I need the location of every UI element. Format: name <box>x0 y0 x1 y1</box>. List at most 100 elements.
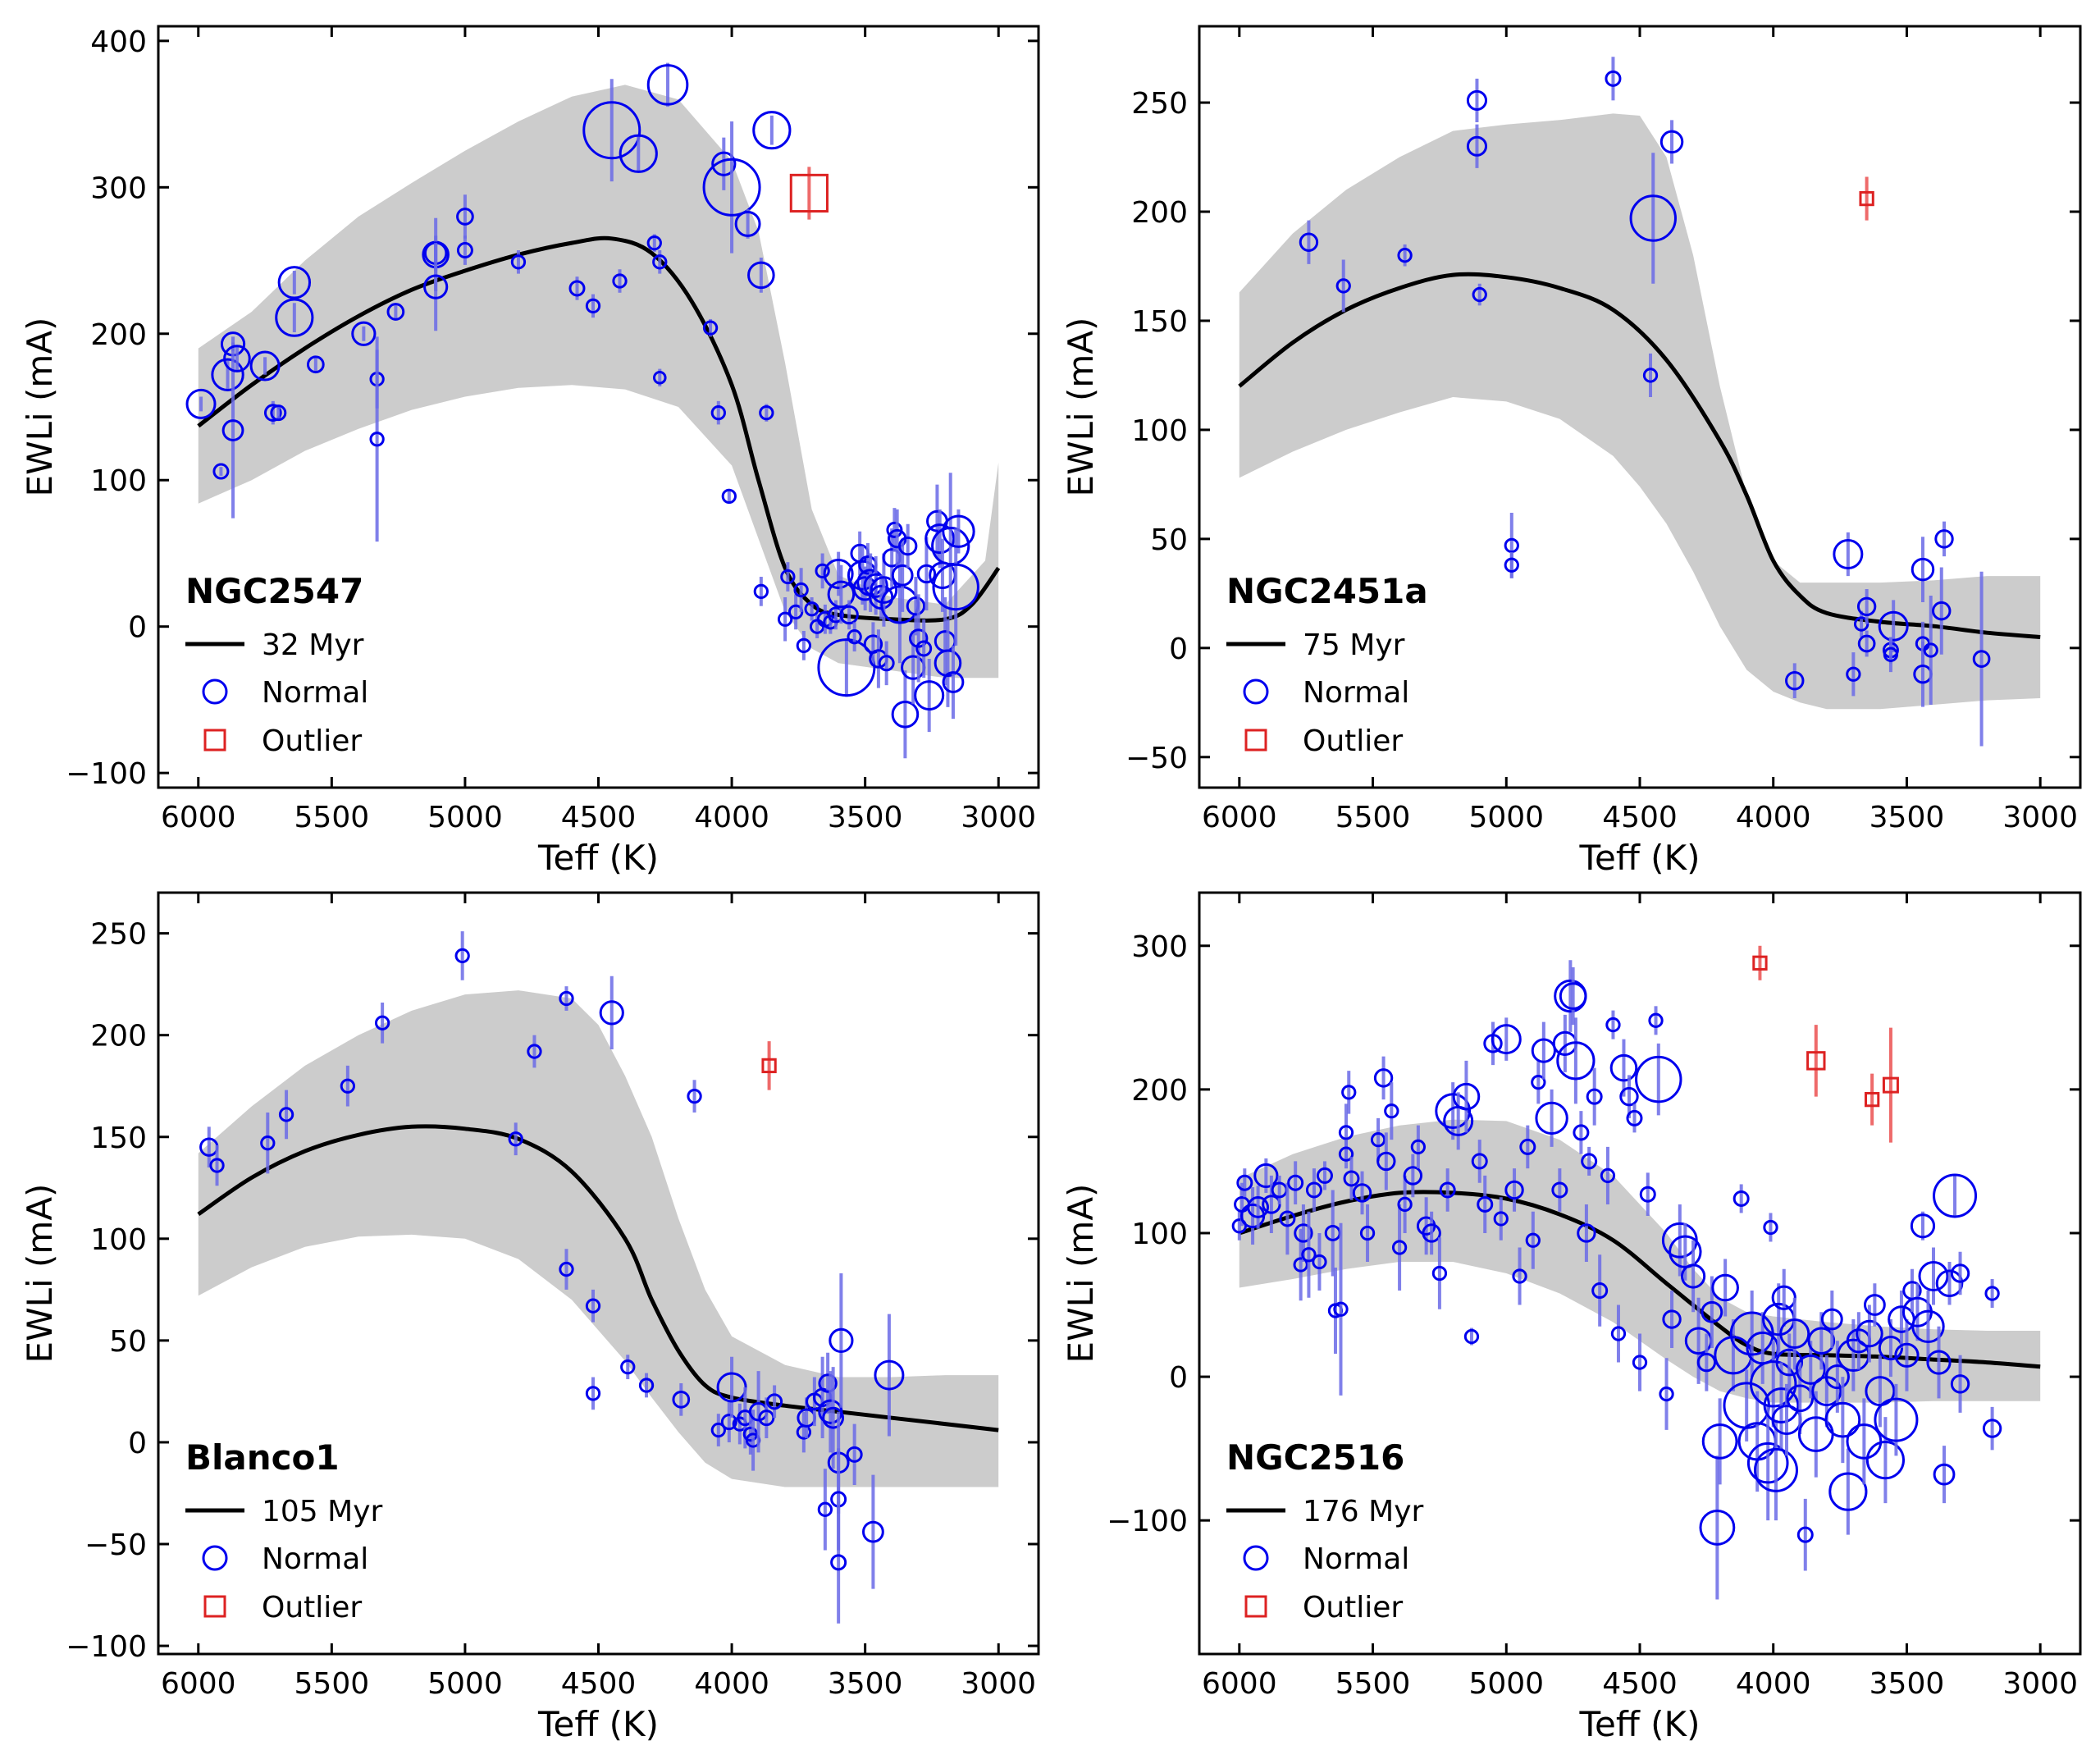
normal-point <box>1750 1360 1797 1408</box>
normal-point <box>585 298 601 314</box>
x-axis-label: Teff (K) <box>537 838 659 878</box>
normal-point <box>456 208 474 226</box>
y-tick-label: 0 <box>1169 633 1188 666</box>
x-tick-label: 4500 <box>1602 1667 1678 1701</box>
normal-point <box>1864 1294 1886 1316</box>
x-tick-label: 3500 <box>1869 1667 1945 1701</box>
scatter-points <box>199 931 905 1624</box>
normal-point <box>1857 634 1876 653</box>
normal-point <box>1477 1195 1494 1213</box>
normal-point <box>847 629 862 645</box>
normal-point <box>1856 1319 1883 1348</box>
normal-point <box>1910 1213 1936 1239</box>
legend-normal-marker <box>1243 679 1269 705</box>
normal-point <box>1610 1326 1627 1341</box>
legend-age-label: 105 Myr <box>262 1495 383 1528</box>
normal-point <box>1856 596 1877 617</box>
legend-cluster-name: NGC2451a <box>1226 571 1428 611</box>
normal-point <box>585 1386 601 1401</box>
normal-point <box>1833 538 1864 569</box>
normal-point <box>804 601 819 617</box>
x-tick-label: 5500 <box>1335 1667 1411 1701</box>
normal-point <box>906 596 926 616</box>
normal-point <box>1807 1327 1836 1355</box>
y-tick-label: 100 <box>90 464 147 498</box>
y-tick-label: 100 <box>90 1223 147 1257</box>
normal-point <box>1609 1053 1638 1082</box>
y-tick-label: 0 <box>1169 1361 1188 1395</box>
normal-point <box>1551 1181 1568 1199</box>
normal-point <box>638 1378 655 1393</box>
normal-point <box>1632 1355 1648 1370</box>
scatter-points <box>1231 945 2002 1600</box>
x-tick-label: 4000 <box>1736 1667 1811 1701</box>
normal-point <box>734 210 761 237</box>
normal-point <box>1950 1263 1970 1283</box>
normal-point <box>1600 1167 1616 1184</box>
normal-point <box>908 628 929 648</box>
normal-point <box>747 261 775 290</box>
legend: Blanco1 105 Myr Normal Outlier <box>185 1437 383 1624</box>
normal-point <box>1753 1447 1798 1492</box>
normal-point <box>1605 1017 1621 1033</box>
normal-point <box>263 404 282 422</box>
normal-point <box>897 536 918 556</box>
normal-point <box>585 1298 601 1314</box>
y-tick-label: 200 <box>1131 1074 1188 1108</box>
x-tick-label: 4500 <box>1602 801 1678 834</box>
normal-point <box>1556 1041 1596 1081</box>
x-tick-label: 6000 <box>161 801 236 834</box>
normal-point <box>839 605 859 625</box>
x-tick-label: 5500 <box>294 801 370 834</box>
x-tick-label: 5000 <box>427 1667 503 1701</box>
normal-point <box>916 564 937 584</box>
normal-point <box>652 254 668 270</box>
normal-point <box>766 1393 783 1410</box>
normal-point <box>1422 1223 1441 1243</box>
normal-point <box>818 1373 838 1393</box>
normal-point <box>369 432 385 447</box>
normal-point <box>454 948 470 964</box>
normal-point <box>1950 1374 1970 1394</box>
normal-point <box>1775 1348 1804 1377</box>
x-tick-label: 6000 <box>1202 1667 1277 1701</box>
normal-point <box>1732 1190 1750 1207</box>
x-tick-label: 6000 <box>161 1667 236 1701</box>
panel-blanco1: 6000 5500 5000 4500 4000 3500 3000 −100 −50 0 50 10… <box>20 891 1040 1744</box>
legend-age-label: 176 Myr <box>1303 1495 1424 1528</box>
normal-point <box>817 1501 833 1517</box>
normal-point <box>527 1044 542 1059</box>
x-tick-label: 4000 <box>694 801 769 834</box>
y-tick-label: 200 <box>90 318 147 352</box>
normal-point <box>1531 1038 1556 1063</box>
normal-point <box>1701 1423 1738 1460</box>
normal-point <box>1519 1138 1536 1155</box>
normal-point <box>1359 1225 1376 1241</box>
model-curve <box>197 235 1001 623</box>
normal-point <box>815 563 830 579</box>
normal-point <box>1846 666 1861 682</box>
normal-point <box>1573 1124 1590 1141</box>
model-spread-band <box>1239 113 2041 710</box>
normal-point <box>612 273 628 289</box>
normal-point <box>1785 671 1805 691</box>
normal-point <box>211 358 244 391</box>
normal-point <box>374 1015 390 1030</box>
normal-point <box>1305 1181 1322 1199</box>
normal-point <box>223 345 251 372</box>
legend: NGC2516 176 Myr Normal Outlier <box>1226 1437 1424 1624</box>
x-tick-label: 3000 <box>2002 1667 2078 1701</box>
normal-point <box>914 680 945 711</box>
legend-normal-label: Normal <box>262 1542 368 1576</box>
x-tick-label: 5000 <box>427 801 503 834</box>
normal-point <box>1639 1186 1656 1203</box>
normal-point <box>759 404 774 421</box>
legend-normal-label: Normal <box>1303 1542 1409 1576</box>
normal-point <box>508 1131 523 1147</box>
normal-point <box>599 1000 624 1026</box>
panel-ngc2516: 6000 5500 5000 4500 4000 3500 3000 −100 0 100 200 3… <box>1061 891 2082 1744</box>
normal-point <box>829 1327 854 1353</box>
normal-point <box>830 1554 847 1571</box>
normal-point <box>752 111 792 150</box>
